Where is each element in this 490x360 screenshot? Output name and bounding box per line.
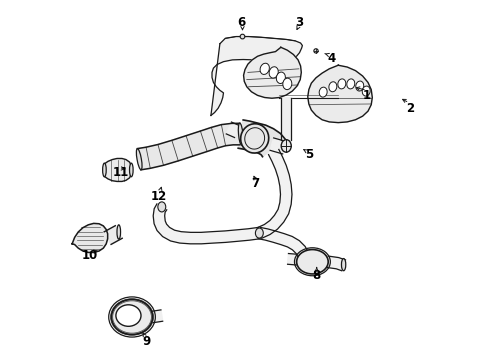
Ellipse shape <box>129 163 133 177</box>
Ellipse shape <box>342 258 346 271</box>
Polygon shape <box>104 158 131 181</box>
Ellipse shape <box>116 305 141 326</box>
Polygon shape <box>244 47 301 98</box>
Polygon shape <box>288 253 297 265</box>
Ellipse shape <box>136 149 142 170</box>
Text: 3: 3 <box>294 16 303 29</box>
Text: 2: 2 <box>406 102 414 115</box>
Ellipse shape <box>276 72 285 84</box>
Ellipse shape <box>238 123 243 145</box>
Polygon shape <box>211 37 302 116</box>
Ellipse shape <box>260 63 270 75</box>
Ellipse shape <box>269 67 278 78</box>
Polygon shape <box>226 122 240 138</box>
Polygon shape <box>104 226 122 244</box>
Text: 10: 10 <box>82 249 98 262</box>
Ellipse shape <box>102 163 106 177</box>
Polygon shape <box>153 204 260 244</box>
Text: 5: 5 <box>305 148 314 161</box>
Ellipse shape <box>356 81 364 91</box>
Ellipse shape <box>319 87 327 97</box>
Text: 9: 9 <box>142 335 150 348</box>
Ellipse shape <box>329 82 337 92</box>
Text: 4: 4 <box>327 51 335 64</box>
Polygon shape <box>238 120 285 157</box>
Ellipse shape <box>158 202 166 212</box>
Ellipse shape <box>283 78 292 90</box>
Ellipse shape <box>117 225 121 239</box>
Ellipse shape <box>314 49 318 53</box>
Text: 8: 8 <box>313 269 321 282</box>
Text: 7: 7 <box>252 177 260 190</box>
Polygon shape <box>281 98 291 140</box>
Polygon shape <box>270 138 286 154</box>
Ellipse shape <box>255 228 263 238</box>
Ellipse shape <box>281 140 291 152</box>
Ellipse shape <box>362 86 370 96</box>
Polygon shape <box>308 65 372 123</box>
Polygon shape <box>257 149 292 238</box>
Polygon shape <box>151 310 163 323</box>
Polygon shape <box>72 224 108 252</box>
Text: 12: 12 <box>151 190 167 203</box>
Text: 11: 11 <box>113 166 129 179</box>
Ellipse shape <box>338 79 346 89</box>
Ellipse shape <box>241 124 269 153</box>
Ellipse shape <box>296 249 328 274</box>
Ellipse shape <box>111 300 153 334</box>
Polygon shape <box>138 123 240 170</box>
Text: 6: 6 <box>237 16 245 29</box>
Ellipse shape <box>347 79 355 89</box>
Polygon shape <box>327 256 345 271</box>
Text: 1: 1 <box>363 89 371 102</box>
Polygon shape <box>258 228 310 260</box>
Ellipse shape <box>240 34 245 39</box>
